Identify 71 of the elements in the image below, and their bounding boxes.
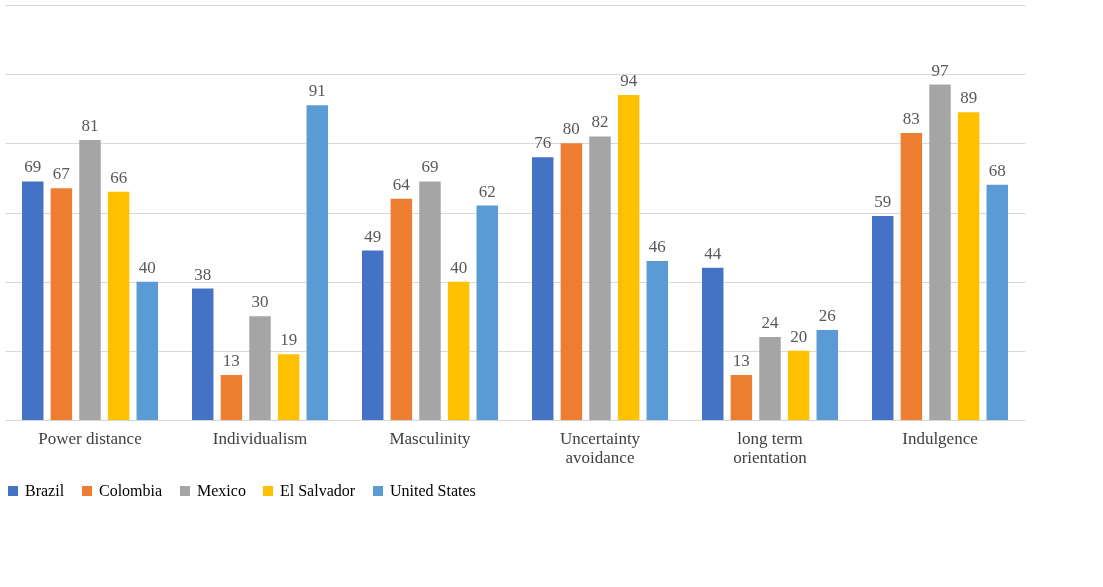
bar [277,354,300,420]
x-tick-label: Indulgence [902,428,978,448]
bar [192,288,214,420]
data-label: 26 [818,306,836,326]
data-label: 38 [194,264,212,284]
bar [730,375,753,420]
bar [589,136,611,420]
data-label: 66 [110,167,128,187]
bar [986,184,1008,420]
bar [900,132,923,420]
bar [220,375,243,420]
bar [929,84,951,420]
data-label: 81 [81,115,99,135]
data-label: 49 [364,226,382,246]
bar [419,181,441,420]
bar [390,198,413,420]
data-label: 13 [732,351,750,371]
data-label: 97 [931,60,949,80]
data-label: 19 [280,330,298,350]
bar [107,191,130,420]
bar [702,267,724,420]
data-label: 59 [874,191,892,211]
bar [957,112,980,420]
bar [447,281,470,420]
legend-label: Colombia [99,482,163,499]
data-label: 64 [392,174,411,194]
data-label: 24 [761,313,779,332]
data-label: 67 [52,164,71,184]
data-label: 40 [450,257,468,277]
data-label: 94 [620,70,638,90]
bar [22,181,44,420]
bar [646,260,668,420]
x-tick-label: Masculinity [389,428,472,448]
bar [759,337,781,420]
legend-label: Mexico [197,482,246,499]
bar [50,188,73,420]
data-label: 44 [704,243,722,263]
data-label: 91 [308,81,326,101]
data-label: 69 [421,157,439,177]
bar [787,350,810,420]
legend-label: El Salvador [280,482,356,499]
bar [362,250,384,420]
data-label: 89 [960,88,978,108]
bar [136,281,158,420]
data-label: 13 [222,351,240,371]
data-label: 20 [790,326,808,346]
bar [249,316,271,420]
bar [816,330,838,420]
bar [560,143,583,420]
bar [532,157,554,420]
data-label: 80 [562,119,580,139]
bar [306,105,328,420]
data-label: 40 [138,257,156,277]
x-tick-label: long term orientation [733,428,808,467]
data-label: 30 [251,292,269,312]
x-tick-label: Power distance [38,428,142,448]
data-label: 62 [478,181,496,201]
bar [79,139,101,420]
legend-label: Brazil [25,482,65,499]
bar [617,94,640,420]
x-tick-label: Uncertainty avoidance [559,428,641,467]
data-label: 69 [24,157,42,177]
data-label: 68 [988,160,1006,180]
data-label: 83 [902,108,920,128]
data-label: 76 [534,133,552,153]
bar [872,215,894,420]
x-tick-label: Individualism [212,428,308,448]
legend-label: United States [390,482,476,499]
bar [476,205,498,420]
data-label: 82 [591,112,609,132]
data-label: 46 [648,236,666,256]
